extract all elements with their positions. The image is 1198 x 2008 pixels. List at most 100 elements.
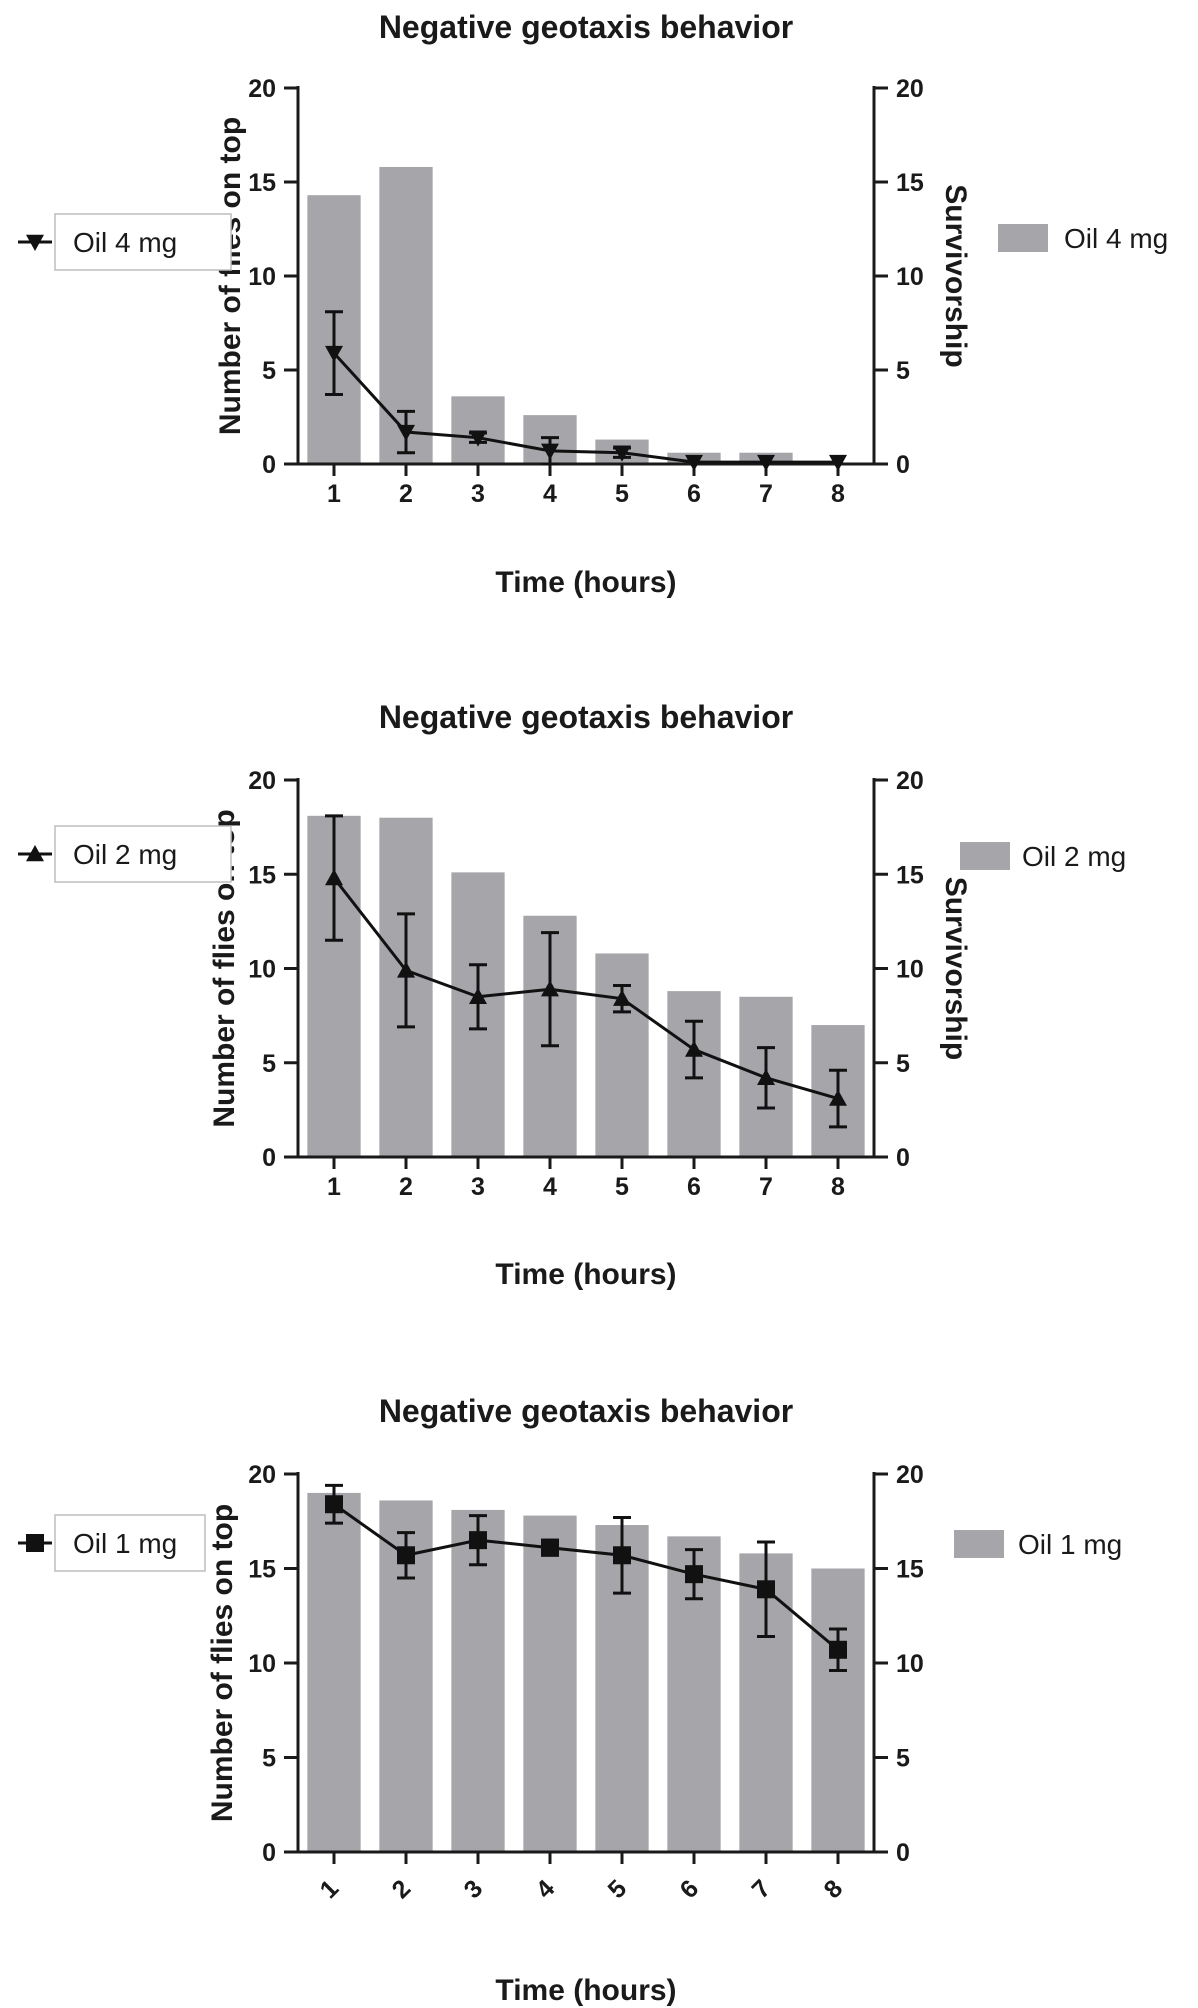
legend-box	[54, 825, 232, 883]
y-tick-label: 10	[248, 1650, 276, 1678]
data-point-7	[757, 1068, 775, 1086]
x-tick-label: 2	[387, 1874, 417, 1904]
bar-1	[307, 1492, 361, 1852]
x-tick-label: 6	[687, 480, 701, 508]
legend-box	[54, 1514, 206, 1572]
y2-tick-label: 15	[896, 861, 924, 889]
y-tick-label: 5	[262, 1050, 276, 1078]
y-tick-label: 10	[248, 263, 276, 291]
y-tick-label: 5	[262, 1745, 276, 1773]
legend-marker-icon	[26, 1534, 44, 1552]
x-tick-label: 3	[471, 1173, 485, 1201]
data-point-6	[685, 454, 703, 472]
data-point-4	[541, 1538, 559, 1557]
bar-5	[595, 953, 649, 1157]
chart-title: Negative geotaxis behavior	[379, 9, 793, 45]
y2-axis-title: Survivorship	[939, 184, 972, 367]
data-point-7	[757, 1580, 775, 1599]
data-point-1	[325, 345, 343, 363]
x-tick-label: 2	[399, 1173, 413, 1201]
y-tick-label: 15	[248, 1556, 276, 1584]
y2-tick-label: 15	[896, 1556, 924, 1584]
line-legend: Oil 2 mg	[18, 825, 232, 883]
bar-legend: Oil 1 mg	[954, 1529, 1122, 1560]
y2-tick-label: 0	[896, 1839, 910, 1867]
y2-tick-label: 5	[896, 357, 910, 385]
y2-tick-label: 20	[896, 75, 924, 103]
y-tick-label: 0	[262, 1144, 276, 1172]
x-tick-label: 5	[615, 1173, 629, 1201]
series-line	[332, 352, 838, 464]
legend-label: Oil 1 mg	[1018, 1529, 1122, 1560]
y2-tick-label: 20	[896, 767, 924, 795]
y-tick-label: 15	[248, 169, 276, 197]
y-axis-title: Number of flies on top	[214, 117, 247, 435]
legend-swatch	[954, 1530, 1004, 1558]
data-point-6	[685, 1565, 703, 1584]
chart-panel-1: Negative geotaxis behavior05101520051015…	[18, 9, 1168, 599]
legend-swatch	[960, 842, 1010, 870]
data-point-1	[325, 869, 343, 886]
data-point-5	[613, 1546, 631, 1565]
bar-8	[811, 1568, 865, 1852]
series-line	[332, 877, 839, 1101]
data-point-3	[469, 987, 487, 1004]
y2-tick-label: 5	[896, 1050, 910, 1078]
x-tick-label: 3	[471, 480, 485, 508]
x-tick-label: 7	[759, 1173, 773, 1201]
data-point-6	[685, 1040, 703, 1057]
legend-box	[54, 213, 232, 271]
legend-label: Oil 4 mg	[73, 227, 177, 258]
data-point-3	[469, 430, 487, 447]
chart-title: Negative geotaxis behavior	[379, 699, 793, 735]
bar-3	[451, 1509, 505, 1852]
data-point-7	[757, 454, 775, 472]
x-tick-label: 4	[543, 480, 557, 508]
data-point-4	[541, 980, 559, 997]
x-tick-label: 2	[399, 480, 413, 508]
y2-tick-label: 10	[896, 263, 924, 291]
x-tick-label: 1	[327, 480, 341, 508]
y2-axis-title: Survivorship	[939, 877, 972, 1060]
legend-label: Oil 4 mg	[1064, 223, 1168, 254]
x-tick-label: 4	[543, 1173, 557, 1201]
data-point-8	[829, 1640, 847, 1659]
legend-swatch	[998, 224, 1048, 252]
data-point-5	[613, 989, 631, 1006]
y-tick-label: 15	[248, 861, 276, 889]
x-tick-label: 7	[759, 480, 773, 508]
y-tick-label: 10	[248, 956, 276, 984]
y-tick-label: 20	[248, 75, 276, 103]
x-tick-label: 8	[831, 480, 845, 508]
y-tick-label: 0	[262, 451, 276, 479]
data-point-4	[541, 443, 559, 460]
legend-label: Oil 1 mg	[73, 1528, 177, 1559]
x-tick-label: 5	[615, 480, 629, 508]
data-point-2	[397, 1546, 415, 1565]
legend-marker-icon	[26, 234, 44, 251]
y2-tick-label: 10	[896, 1650, 924, 1678]
bar-legend: Oil 4 mg	[998, 223, 1168, 254]
series-line	[333, 1503, 839, 1651]
bar-4	[523, 1515, 577, 1852]
x-tick-label: 6	[687, 1173, 701, 1201]
x-axis-title: Time (hours)	[495, 1974, 676, 2007]
y2-tick-label: 20	[896, 1461, 924, 1489]
y-tick-label: 0	[262, 1839, 276, 1867]
legend-label: Oil 2 mg	[73, 839, 177, 870]
x-tick-label: 6	[675, 1874, 705, 1904]
data-point-3	[469, 1531, 487, 1550]
x-tick-label: 3	[459, 1874, 489, 1904]
y-tick-label: 5	[262, 357, 276, 385]
y2-tick-label: 10	[896, 956, 924, 984]
bar-legend: Oil 2 mg	[960, 841, 1126, 872]
chart-panel-2: Negative geotaxis behavior05101520051015…	[18, 699, 1126, 1291]
x-tick-label: 5	[603, 1874, 633, 1904]
y-axis-title: Number of flies on top	[206, 1504, 239, 1822]
legend-marker-icon	[26, 845, 44, 862]
x-tick-label: 8	[819, 1874, 849, 1904]
chart-panel-3: Negative geotaxis behavior05101520051015…	[18, 1393, 1122, 2007]
bar-3	[451, 396, 505, 464]
data-point-1	[325, 1495, 343, 1514]
